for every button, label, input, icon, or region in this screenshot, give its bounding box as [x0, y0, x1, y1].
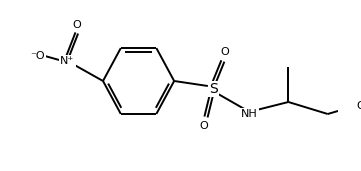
Text: O: O	[73, 20, 81, 30]
Text: ⁻O: ⁻O	[30, 51, 45, 61]
Text: N⁺: N⁺	[60, 56, 74, 66]
Text: O: O	[200, 121, 209, 131]
Text: NH: NH	[241, 109, 257, 119]
Text: O: O	[356, 101, 361, 111]
Text: O: O	[220, 47, 229, 57]
Text: S: S	[209, 82, 218, 96]
